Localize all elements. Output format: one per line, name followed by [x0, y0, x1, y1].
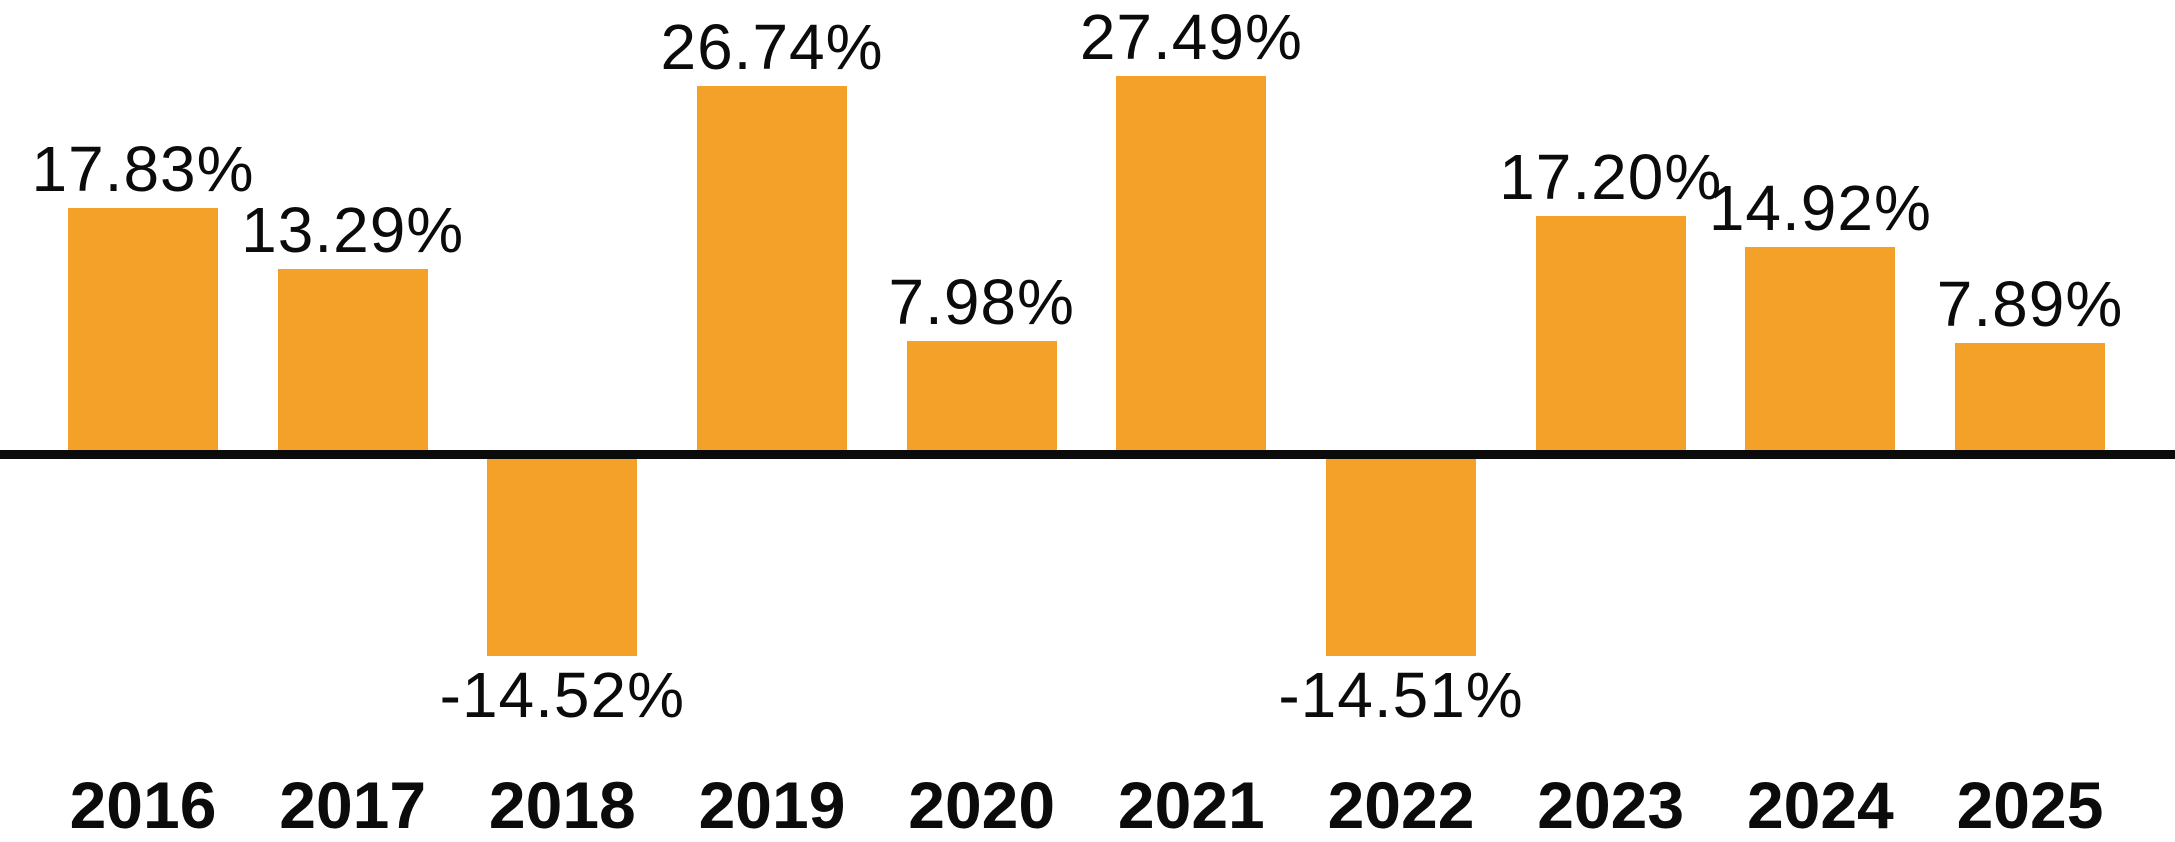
value-label-2019: 26.74% [660, 11, 884, 84]
value-label-2025: 7.89% [1936, 267, 2124, 340]
x-axis-tick-label-2017: 2017 [279, 768, 427, 842]
bar-2018 [487, 459, 638, 657]
bar-2016 [68, 207, 218, 450]
value-label-2017: 13.29% [241, 194, 465, 267]
x-axis-tick-label-2022: 2022 [1327, 768, 1475, 842]
value-label-2018: -14.52% [439, 659, 686, 732]
value-label-2016: 17.83% [31, 132, 255, 205]
x-axis-tick-label-2018: 2018 [488, 768, 636, 842]
value-label-2021: 27.49% [1079, 1, 1303, 74]
value-label-2020: 7.98% [888, 266, 1075, 339]
zero-axis-line [0, 450, 2175, 459]
x-axis-tick-label-2016: 2016 [69, 768, 217, 842]
bar-2019 [697, 86, 847, 450]
x-axis-tick-label-2023: 2023 [1537, 768, 1685, 842]
value-label-2022: -14.51% [1278, 659, 1524, 732]
bar-2022 [1326, 459, 1477, 657]
bar-2021 [1116, 76, 1267, 450]
bar-2025 [1955, 342, 2106, 450]
value-label-2024: 14.92% [1708, 172, 1932, 245]
x-axis-tick-label-2024: 2024 [1746, 768, 1894, 842]
value-label-2023: 17.20% [1499, 141, 1723, 214]
x-axis-tick-label-2020: 2020 [908, 768, 1056, 842]
bar-2020 [906, 341, 1057, 450]
bar-2017 [277, 269, 428, 450]
bar-2023 [1535, 216, 1686, 450]
x-axis-tick-label-2019: 2019 [698, 768, 846, 842]
x-axis-tick-label-2025: 2025 [1956, 768, 2104, 842]
bar-2024 [1745, 247, 1896, 450]
x-axis-tick-label-2021: 2021 [1117, 768, 1265, 842]
